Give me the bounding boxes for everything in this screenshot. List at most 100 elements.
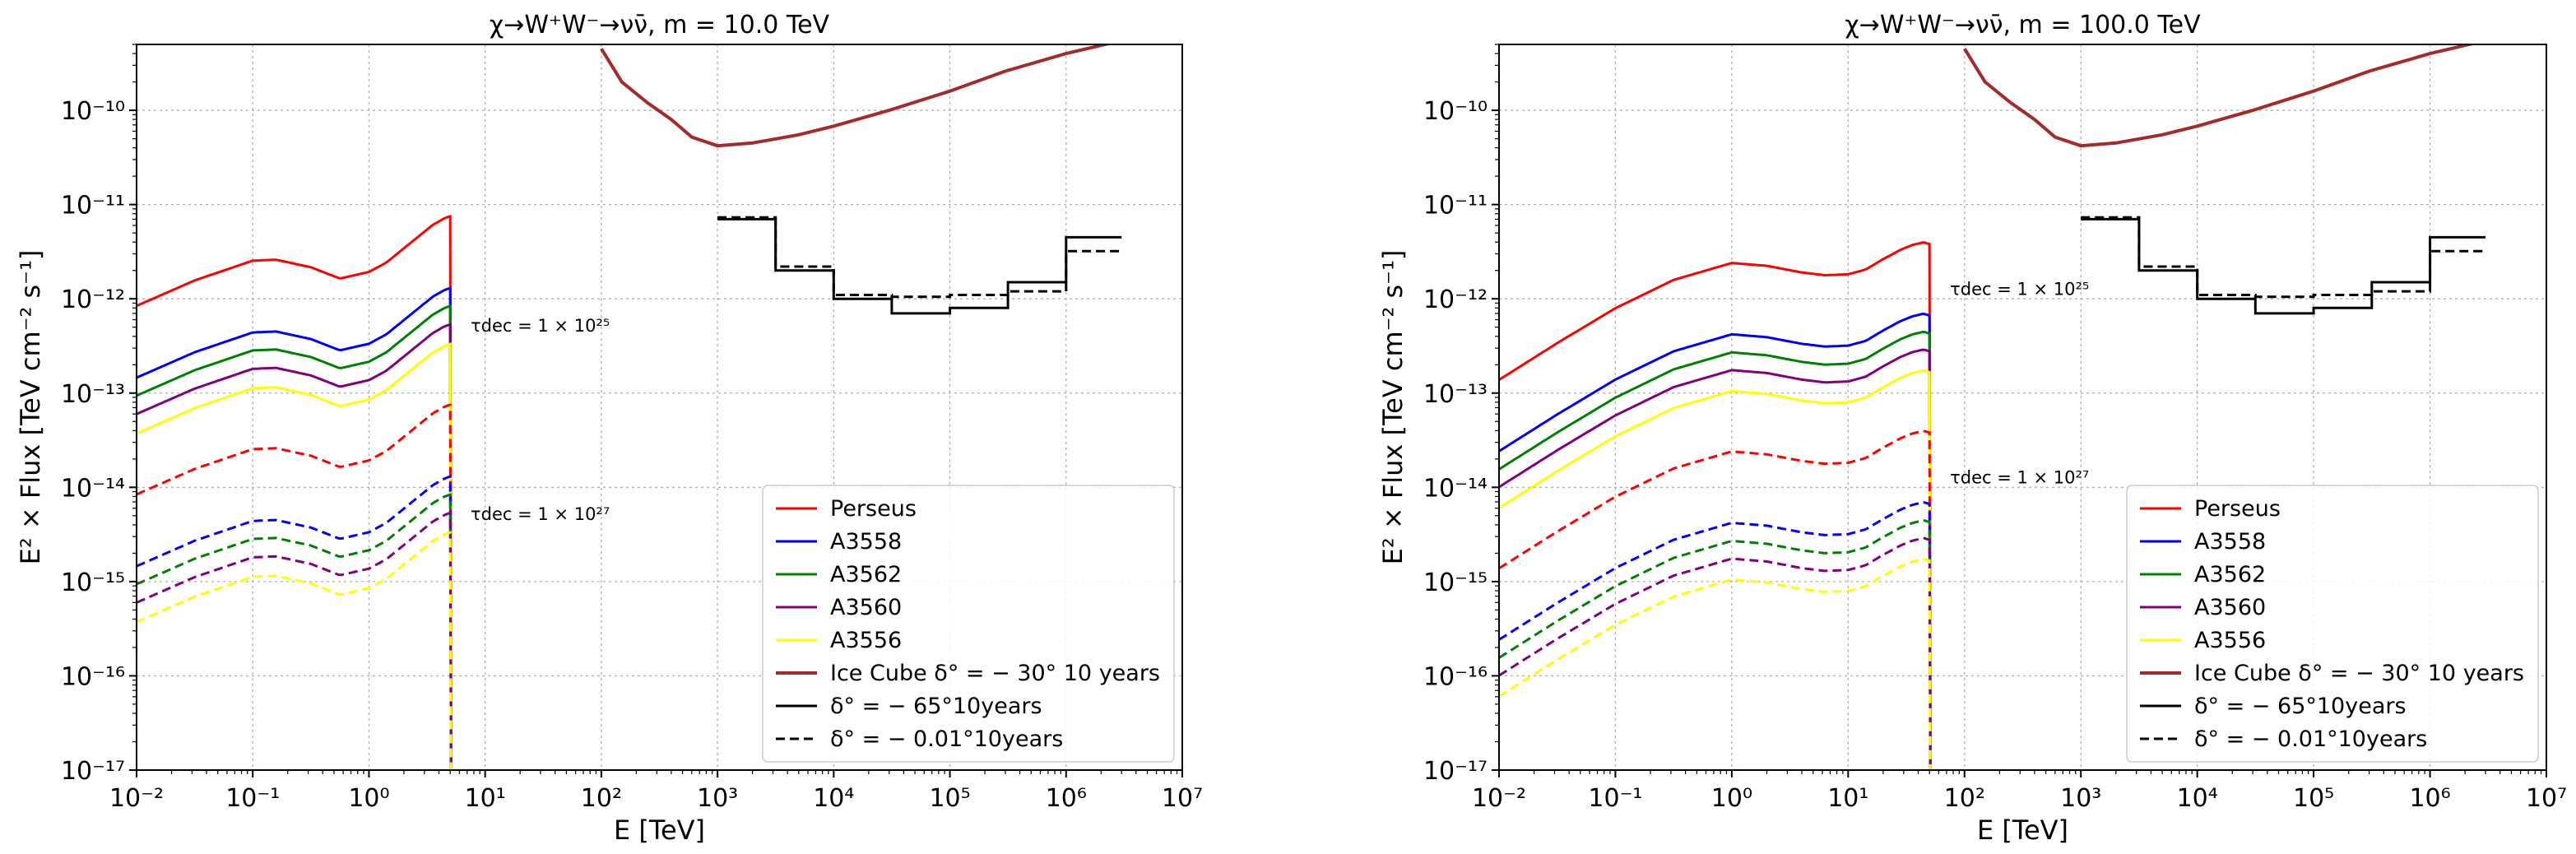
y-tick-label: 10⁻¹²: [1423, 285, 1488, 314]
series-a3560-tau1e25: [137, 323, 453, 770]
chart-panel-1: 10⁻² 10⁻¹ 10⁰ 10¹ 10² 10³ 10⁴ 10⁵ 10⁶ 10⁷10⁻¹⁷10⁻…: [15, 11, 1203, 846]
x-tick-label: 10⁰: [1711, 784, 1752, 813]
x-tick-label: 10³: [697, 784, 738, 813]
series-icecube-dec-minus001: [2081, 216, 2485, 299]
series-a3562-tau1e27: [137, 493, 453, 770]
series-a3556-tau1e25: [137, 342, 453, 770]
series-a3560-tau1e27: [137, 511, 453, 770]
x-tick-label: 10⁵: [2293, 784, 2334, 813]
legend-label: A3562: [2194, 562, 2266, 587]
y-tick-label: 10⁻¹⁵: [61, 569, 125, 597]
legend-label: A3560: [830, 595, 902, 620]
plot-area: [137, 44, 1122, 770]
x-axis: 10⁻² 10⁻¹ 10⁰ 10¹ 10² 10³ 10⁴ 10⁵ 10⁶ 10⁷: [109, 770, 1203, 813]
series-a3558-tau1e25: [1499, 312, 1932, 770]
y-tick-label: 10⁻¹¹: [61, 192, 125, 220]
y-axis-label: E² × Flux [TeV cm⁻² s⁻¹]: [1377, 250, 1409, 565]
x-tick-label: 10⁵: [929, 784, 970, 813]
series-a3556-tau1e27: [1499, 558, 1932, 770]
series-perseus-tau1e27: [137, 403, 453, 770]
legend-label: A3558: [830, 529, 902, 555]
legend-label: A3560: [2194, 595, 2266, 620]
x-axis: 10⁻² 10⁻¹ 10⁰ 10¹ 10² 10³ 10⁴ 10⁵ 10⁶ 10⁷: [1472, 770, 2567, 813]
series-a3562-tau1e25: [137, 304, 453, 770]
legend-box: [762, 485, 1175, 763]
x-tick-label: 10⁻¹: [1588, 784, 1642, 813]
y-tick-label: 10⁻¹⁷: [61, 757, 125, 786]
legend-label: δ° = − 0.01°10years: [2194, 726, 2427, 752]
series-icecube-sensitivity: [600, 44, 1112, 148]
x-tick-label: 10⁻¹: [225, 784, 280, 813]
x-axis-label: E [TeV]: [614, 815, 705, 846]
tau-annotation: τdec = 1 × 10²⁵: [1950, 279, 2089, 299]
series-a3562-tau1e27: [1499, 519, 1932, 770]
chart-title: χ→W⁺W⁻→νν̄, m = 10.0 TeV: [490, 11, 830, 39]
series-a3558-tau1e27: [1499, 501, 1932, 770]
legend: Perseus A3558 A3562 A3560 A3556 Ice Cube δ° =…: [2126, 485, 2539, 763]
x-axis-label: E [TeV]: [1977, 815, 2068, 846]
y-axis: 10⁻¹⁷ 10⁻¹⁶ 10⁻¹⁵ 10⁻¹⁴ 10⁻¹³ 10⁻¹² 10⁻¹¹ 10⁻¹⁰: [61, 44, 137, 786]
legend-label: δ° = − 65°10years: [2194, 694, 2407, 719]
legend: Perseus A3558 A3562 A3560 A3556 Ice Cube δ° =…: [762, 485, 1175, 763]
series-icecube-dec-minus65: [717, 217, 1122, 315]
y-tick-label: 10⁻¹⁰: [1423, 97, 1488, 126]
x-tick-label: 10⁴: [813, 784, 854, 813]
legend-label: Perseus: [2194, 496, 2281, 522]
x-tick-label: 10¹: [465, 784, 506, 813]
x-tick-label: 10¹: [1827, 784, 1868, 813]
y-tick-label: 10⁻¹³: [1423, 380, 1488, 409]
plot-frame: [1498, 44, 2547, 771]
tau-annotation: τdec = 1 × 10²⁵: [471, 316, 610, 336]
x-tick-label: 10⁶: [1046, 784, 1087, 813]
legend-label: Ice Cube δ° = − 30° 10 years: [2194, 661, 2524, 686]
x-tick-label: 10⁻²: [109, 784, 164, 813]
y-tick-label: 10⁻¹³: [61, 380, 125, 409]
y-axis: 10⁻¹⁷ 10⁻¹⁶ 10⁻¹⁵ 10⁻¹⁴ 10⁻¹³ 10⁻¹² 10⁻¹¹ 10⁻¹⁰: [1423, 44, 1499, 786]
series-a3558-tau1e25: [137, 286, 453, 770]
series-perseus-tau1e25: [1499, 241, 1932, 770]
chart-title: χ→W⁺W⁻→νν̄, m = 100.0 TeV: [1845, 11, 2201, 39]
chart-panel-2: 10⁻² 10⁻¹ 10⁰ 10¹ 10² 10³ 10⁴ 10⁵ 10⁶ 10⁷10⁻¹⁷10⁻…: [1377, 11, 2567, 846]
series-a3562-tau1e25: [1499, 330, 1932, 770]
legend-label: δ° = − 0.01°10years: [830, 726, 1063, 752]
y-tick-label: 10⁻¹⁰: [61, 97, 125, 126]
y-tick-label: 10⁻¹⁶: [61, 662, 125, 691]
x-tick-label: 10³: [2060, 784, 2101, 813]
series-perseus-tau1e25: [137, 215, 453, 770]
plot-area: [1499, 44, 2485, 770]
series-a3558-tau1e27: [137, 475, 453, 770]
series-icecube-dec-minus001: [717, 216, 1122, 299]
x-tick-label: 10²: [581, 784, 622, 813]
legend-label: Ice Cube δ° = − 30° 10 years: [830, 661, 1160, 686]
y-tick-label: 10⁻¹¹: [1423, 192, 1488, 220]
series-icecube-dec-minus65: [2081, 217, 2485, 315]
x-tick-label: 10⁴: [2177, 784, 2218, 813]
series-a3560-tau1e27: [1499, 536, 1932, 770]
x-tick-label: 10⁶: [2409, 784, 2450, 813]
x-tick-label: 10⁷: [2526, 784, 2567, 813]
y-tick-label: 10⁻¹⁶: [1423, 662, 1488, 691]
tau-annotation: τdec = 1 × 10²⁷: [1950, 468, 2089, 488]
y-tick-label: 10⁻¹⁴: [61, 474, 125, 503]
legend-label: A3556: [2194, 628, 2266, 653]
x-tick-label: 10²: [1944, 784, 1985, 813]
series-a3556-tau1e27: [137, 531, 453, 770]
x-tick-label: 10⁰: [348, 784, 389, 813]
series-a3556-tau1e25: [1499, 369, 1932, 770]
legend-label: Perseus: [830, 496, 917, 522]
tau-annotation: τdec = 1 × 10²⁷: [471, 504, 610, 524]
y-tick-label: 10⁻¹⁴: [1423, 474, 1488, 503]
legend-label: δ° = − 65°10years: [830, 694, 1042, 719]
y-tick-label: 10⁻¹⁷: [1423, 757, 1488, 786]
series-icecube-sensitivity: [1963, 44, 2476, 148]
y-axis-label: E² × Flux [TeV cm⁻² s⁻¹]: [15, 250, 46, 565]
plot-frame: [136, 44, 1183, 771]
series-perseus-tau1e27: [1499, 429, 1932, 770]
legend-label: A3556: [830, 628, 902, 653]
x-tick-label: 10⁷: [1162, 784, 1203, 813]
legend-label: A3558: [2194, 529, 2266, 555]
y-tick-label: 10⁻¹⁵: [1423, 569, 1488, 597]
series-a3560-tau1e25: [1499, 348, 1932, 770]
legend-box: [2126, 485, 2539, 763]
